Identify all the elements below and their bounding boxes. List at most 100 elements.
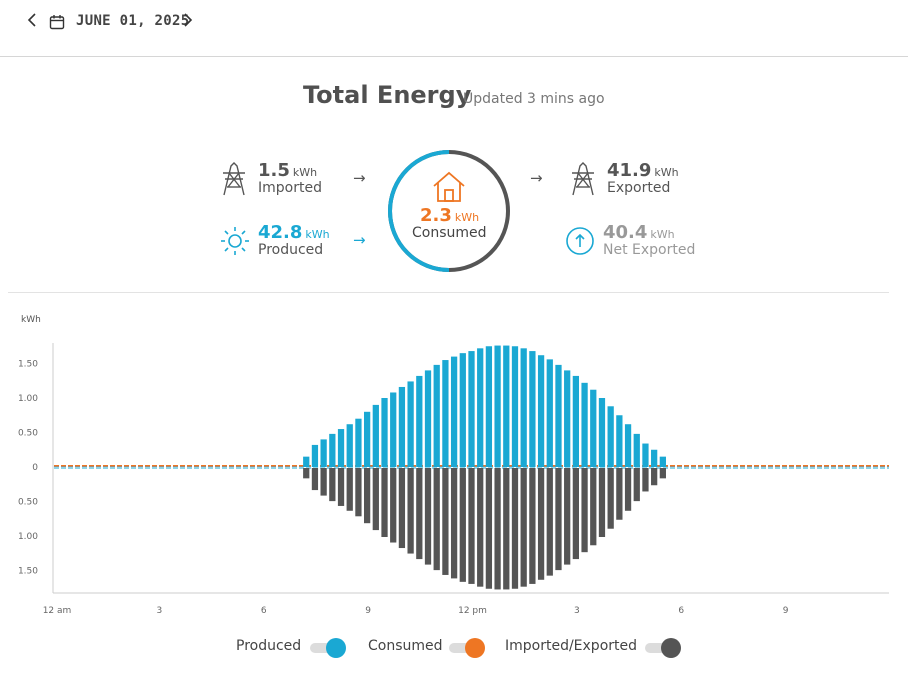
exported-bar [459,468,466,582]
y-tick-label: 1.50 [18,360,38,370]
page-title: Total Energy [303,81,472,109]
exported-bar [424,468,432,565]
produced-bar [546,359,553,467]
exported-bar [616,468,623,520]
chart-legend: Produced Consumed Imported/Exported [0,628,908,668]
produced-bar [424,370,432,467]
exported-bar [529,468,536,584]
exported-bar [407,468,414,554]
imported-unit: kWh [292,166,318,179]
legend-imported-exported-label: Imported/Exported [505,638,638,654]
arrow-right-icon: → [530,169,543,187]
sun-icon [221,227,249,255]
consumed-unit: kWh [454,211,480,224]
produced-label: Produced [258,242,324,258]
produced-bar [381,398,388,467]
produced-bar [416,375,423,467]
exported-unit: kWh [654,166,679,179]
consumption-ring [388,150,510,272]
produced-bar [407,381,414,467]
y-tick-label: 1.50 [18,567,38,577]
exported-bar [590,468,597,546]
produced-bar [581,382,588,467]
house-icon [433,171,465,202]
exported-bar [372,468,379,531]
power-tower-icon [223,162,245,196]
exported-bar [511,468,519,589]
chevron-right-icon[interactable] [178,10,198,36]
produced-toggle[interactable] [310,638,346,658]
arrow-right-icon: → [353,231,366,249]
x-tick-label: 6 [678,606,684,616]
y-tick-label: 1.00 [18,532,38,542]
exported-bar [346,468,353,511]
exported-bar [485,468,493,589]
exported-bar [337,468,345,506]
x-tick-label: 6 [261,606,267,616]
net-exported-label: Net Exported [603,242,696,258]
exported-bar [598,468,606,537]
y-tick-label: 0.50 [18,429,38,439]
produced-bar [572,375,580,467]
y-axis-label: kWh [21,315,41,325]
exported-bar [303,468,310,479]
power-tower-icon [572,162,594,196]
produced-bar [459,353,466,467]
exported-bar [329,468,336,502]
produced-bar [303,456,310,467]
arrow-right-icon: → [353,169,366,187]
produced-bar [624,424,632,467]
consumed-toggle[interactable] [449,638,485,658]
consumed-label: Consumed [412,225,487,241]
imported-exported-toggle[interactable] [645,638,681,658]
produced-bar [468,351,475,467]
produced-bar [390,392,397,467]
exported-bar [537,468,545,580]
produced-bar [337,429,345,467]
net-exported-unit: kWh [650,228,675,241]
produced-unit: kWh [305,228,330,241]
produced-bar [433,364,440,467]
legend-consumed-label: Consumed [368,638,443,654]
exported-bar [624,468,632,511]
produced-bar [363,411,371,467]
exported-bar [320,468,327,496]
date-label[interactable]: JUNE 01, 2025 [76,13,190,29]
produced-bar [320,439,327,467]
imported-value: 1.5 kWh [258,160,318,181]
exported-bar [651,468,658,486]
consumed-value: 2.3 kWh [420,205,480,226]
produced-bar [494,345,501,467]
produced-bar [485,346,493,467]
exported-bar [607,468,614,529]
produced-bar [642,443,649,467]
exported-bar [572,468,580,560]
exported-bar [503,468,510,590]
produced-bar [450,356,458,467]
produced-bar [607,406,614,467]
produced-bar [346,424,353,467]
exported-bar [363,468,371,524]
produced-bar [372,404,379,467]
produced-bar [511,346,519,467]
y-tick-label: 0.50 [18,498,38,508]
exported-bar [311,468,319,491]
calendar-icon[interactable] [49,14,65,30]
produced-bar [520,348,527,467]
produced-bar [355,418,362,467]
exported-bar [633,468,640,502]
produced-bar [329,433,336,467]
summary-divider [8,292,889,293]
produced-bar [633,433,640,467]
legend-produced-label: Produced [236,638,302,654]
exported-bar [555,468,562,571]
x-tick-label: 12 pm [458,606,487,616]
exported-bar [398,468,406,549]
produced-bar [616,415,623,467]
up-arrow-circle-icon [566,227,594,255]
produced-bar [659,456,666,467]
x-tick-label: 12 am [43,606,72,616]
chevron-left-icon[interactable] [22,10,42,36]
produced-bar [477,348,484,467]
y-tick-label: 0 [32,463,38,473]
